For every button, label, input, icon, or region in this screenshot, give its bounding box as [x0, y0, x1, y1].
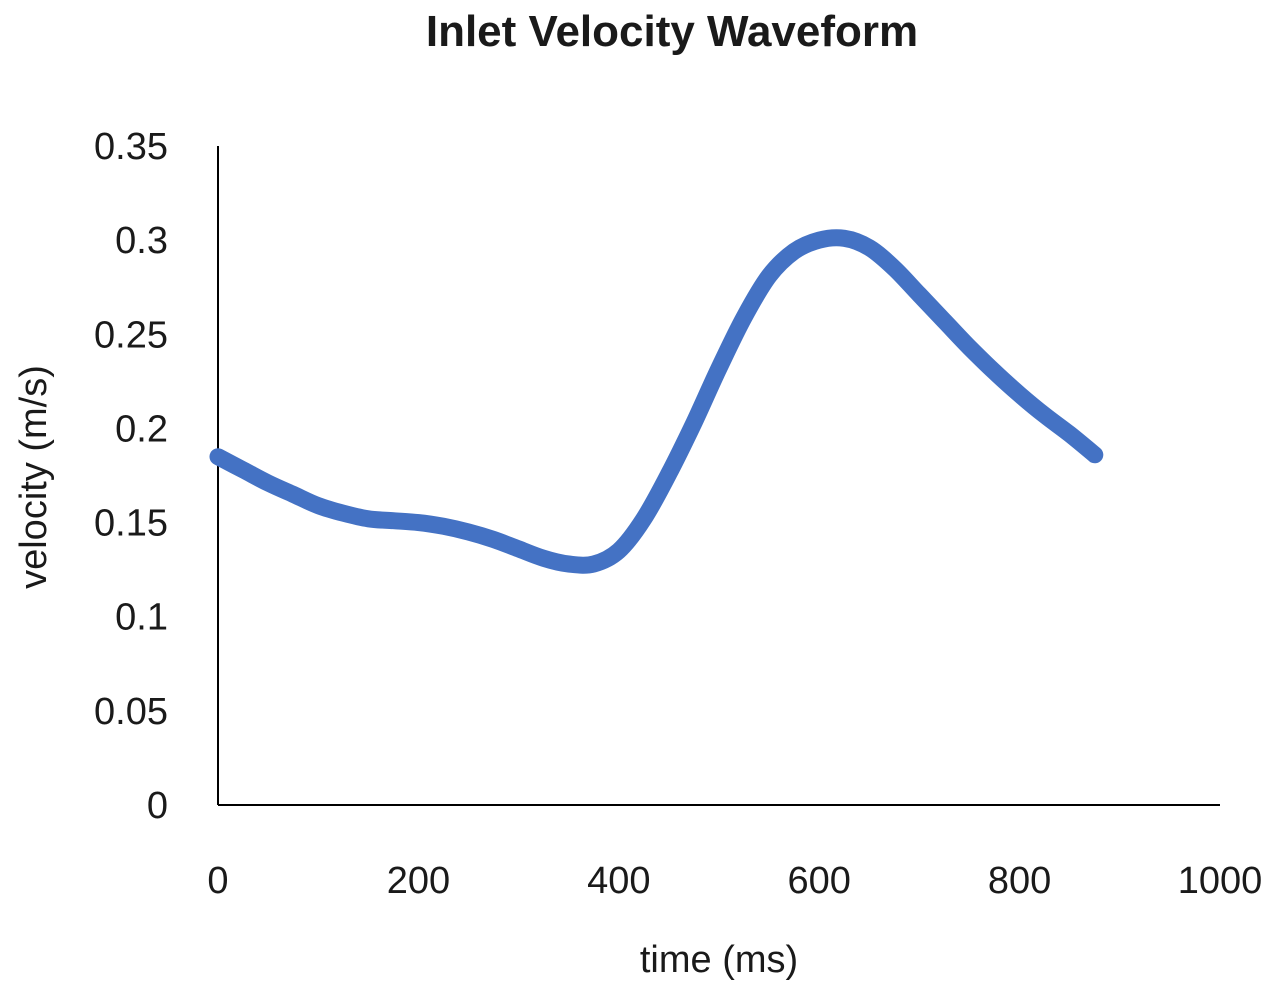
y-tick-label: 0.05: [94, 691, 168, 733]
x-tick-label: 200: [387, 860, 450, 902]
y-tick-label: 0.2: [115, 408, 168, 450]
series-group: [209, 229, 1104, 574]
y-axis-title: velocity (m/s): [13, 365, 55, 589]
y-tick-label: 0.35: [94, 126, 168, 168]
x-tick-label: 1000: [1178, 860, 1263, 902]
x-tick-label: 0: [207, 860, 228, 902]
x-axis-ticks: 0 200 400 600 800 1000: [207, 860, 1262, 902]
y-axis-ticks: 0 0.05 0.1 0.15 0.2 0.25 0.3 0.35: [94, 126, 168, 827]
y-tick-label: 0.1: [115, 597, 168, 639]
y-tick-label: 0: [147, 785, 168, 827]
chart-title: Inlet Velocity Waveform: [426, 7, 918, 56]
x-tick-label: 800: [988, 860, 1051, 902]
y-tick-label: 0.25: [94, 314, 168, 356]
x-tick-label: 600: [787, 860, 850, 902]
series-line: [209, 229, 1104, 574]
y-tick-label: 0.3: [115, 220, 168, 262]
x-tick-label: 400: [587, 860, 650, 902]
y-tick-label: 0.15: [94, 503, 168, 545]
x-axis-title: time (ms): [640, 939, 798, 981]
